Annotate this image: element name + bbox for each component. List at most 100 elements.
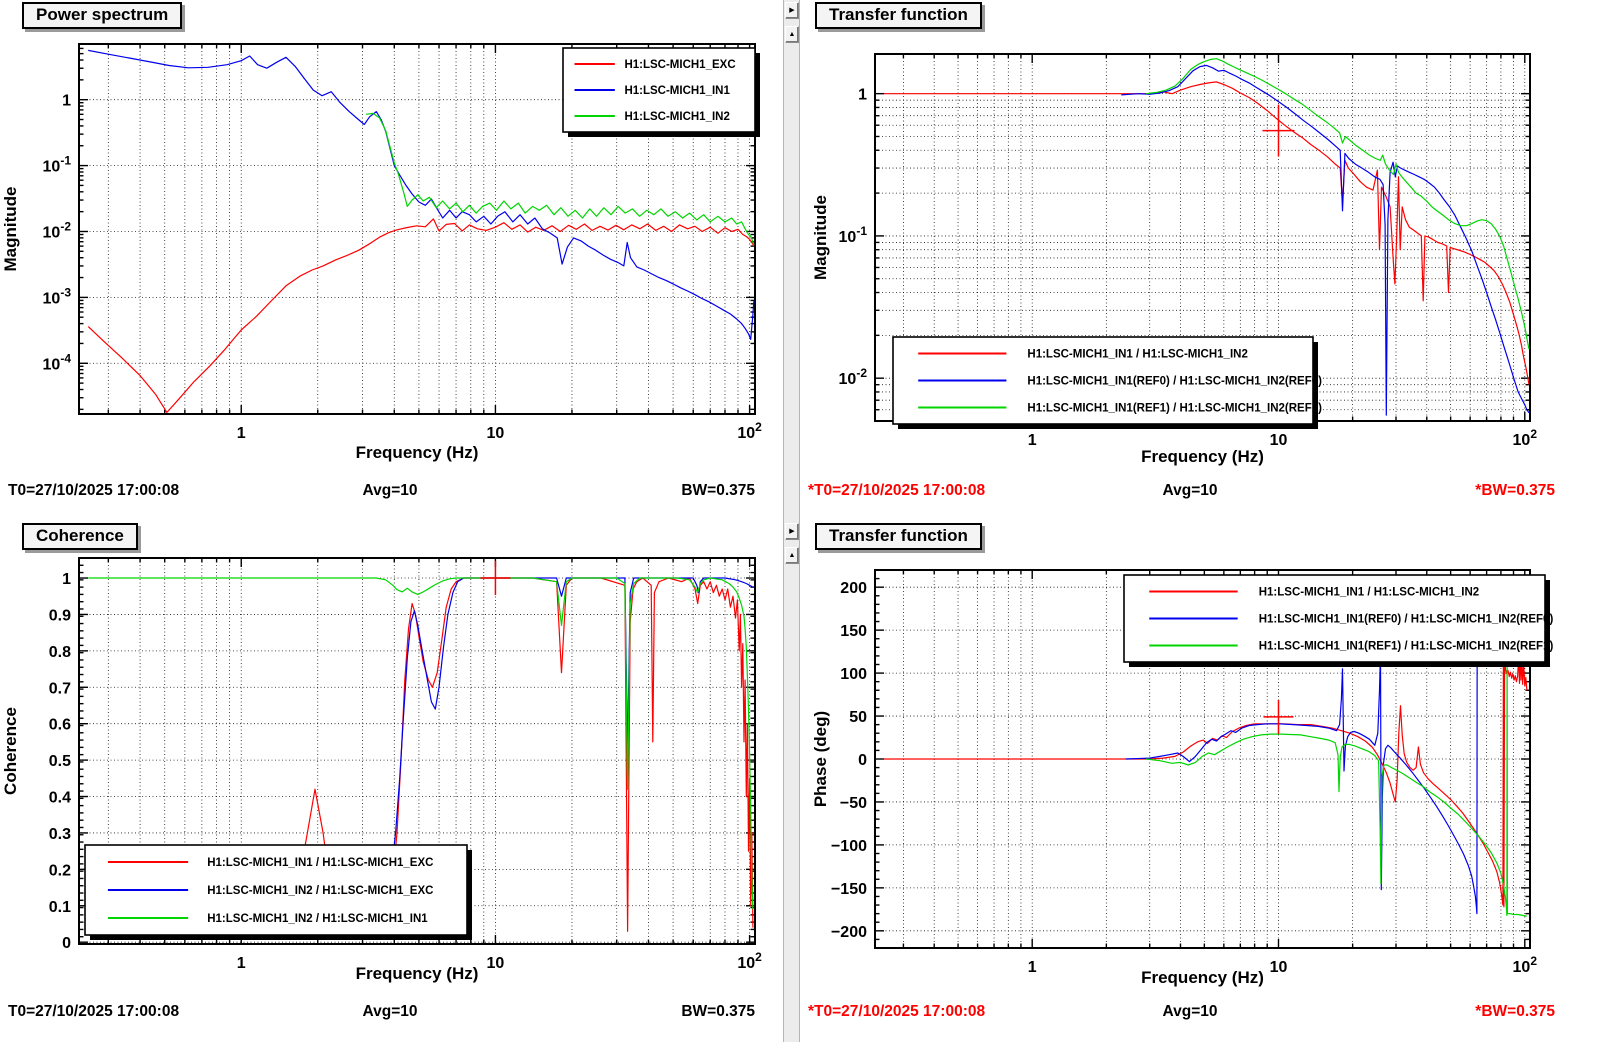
power-spectrum-chart[interactable]: 1 10 102 1 10-1 10-2 10-3 10-4 Frequency (Hz) Mag… [0, 0, 783, 521]
coherence-chart[interactable]: 1 10 102 1 0.9 0.8 0.7 0.6 0.5 0.4 0.3 0.2 0.1 0 Frequ… [0, 521, 783, 1042]
statusbar: T0=27/10/2025 17:00:08 Avg=10 BW=0.375 [0, 480, 783, 502]
bw-label: BW=0.375 [681, 1003, 755, 1020]
tick-label: 200 [840, 580, 867, 597]
series-H1:LSC-MICH1_IN1 / H1:LSC-MICH1_IN2 [883, 81, 1530, 385]
legend-entry-label: H1:LSC-MICH1_IN1 [624, 85, 730, 97]
tick-label: 10-1 [839, 224, 868, 246]
statusbar: T0=27/10/2025 17:00:08 Avg=10 BW=0.375 [0, 1001, 783, 1023]
tick-label: 0.2 [49, 862, 71, 879]
tick-label: −100 [831, 838, 867, 855]
pane-title-coherence: Coherence [22, 523, 138, 550]
y-axis-label: Magnitude [811, 195, 830, 280]
series-H1:LSC-MICH1_IN1(REF0) / H1:LSC-MICH1_IN2(REF0) [1125, 600, 1527, 915]
plot-area: 1 10 102 200 150 100 50 0 −50 −100 −150 −200 Frequen… [811, 569, 1538, 987]
tick-label: 0.1 [49, 899, 71, 916]
t0-label: T0=27/10/2025 17:00:08 [8, 1003, 180, 1020]
tick-label: 10-3 [43, 285, 72, 307]
pane-title-transfer-function-phase: Transfer function [815, 523, 982, 550]
pane-title-label: Coherence [36, 526, 124, 545]
statusbar: *T0=27/10/2025 17:00:08 Avg=10 *BW=0.375 [800, 1001, 1610, 1023]
power-spectrum-pane: Power spectrum 1 10 102 1 10-1 10-2 10-3 10-4 Fr… [0, 0, 783, 521]
tick-label: 10-1 [43, 154, 72, 176]
tick-label: 1 [237, 425, 246, 442]
tick-label: 0.4 [49, 790, 71, 807]
x-axis-label: Frequency (Hz) [1141, 447, 1264, 466]
legend-entry-label: H1:LSC-MICH1_IN1(REF0) / H1:LSC-MICH1_IN… [1259, 614, 1554, 626]
legend-entry-label: H1:LSC-MICH1_IN2 / H1:LSC-MICH1_EXC [207, 885, 433, 897]
tick-label: 10-2 [43, 219, 72, 241]
series-H1:LSC-MICH1_IN2 [366, 112, 755, 246]
tick-label: 1 [858, 87, 867, 104]
tick-label: 100 [840, 666, 867, 683]
legend-box [84, 844, 468, 936]
legend: H1:LSC-MICH1_IN1 / H1:LSC-MICH1_IN2 H1:LS… [1123, 574, 1554, 667]
tick-label: 0.3 [49, 826, 71, 843]
x-axis-label: Frequency (Hz) [356, 443, 479, 462]
pane-title-label: Power spectrum [36, 5, 169, 24]
expand-up-icon[interactable]: ▲ [785, 547, 799, 564]
series-H1:LSC-MICH1_IN1(REF0) / H1:LSC-MICH1_IN2(REF0) [1121, 64, 1530, 416]
tick-label: 10 [487, 425, 505, 442]
series-H1:LSC-MICH1_IN1(REF1) / H1:LSC-MICH1_IN2(REF1) [1146, 58, 1530, 350]
tick-label: 1 [62, 571, 71, 588]
expand-right-icon[interactable]: ▶ [785, 2, 799, 19]
tick-label: 102 [1513, 954, 1538, 976]
transfer-function-phase-pane: Transfer function 1 10 102 200 150 100 50 0 −50 −… [800, 521, 1610, 1042]
tick-label: 10-4 [43, 351, 72, 373]
t0-label: T0=27/10/2025 17:00:08 [8, 482, 180, 499]
tick-label: 10 [1270, 959, 1288, 976]
pane-divider-strip: ▶ ▲ ▶ ▲ [783, 0, 800, 1042]
bw-label: BW=0.375 [681, 482, 755, 499]
series-H1:LSC-MICH1_IN1 [88, 49, 755, 340]
avg-label: Avg=10 [362, 482, 418, 499]
expand-right-icon[interactable]: ▶ [785, 523, 799, 540]
legend-entry-label: H1:LSC-MICH1_IN2 [624, 111, 729, 123]
legend: H1:LSC-MICH1_IN1 / H1:LSC-MICH1_IN2 H1:LS… [892, 336, 1322, 429]
transfer-function-phase-chart[interactable]: 1 10 102 200 150 100 50 0 −50 −100 −150 −200 Frequen… [800, 521, 1610, 1042]
tick-label: 10-2 [839, 366, 868, 388]
tick-label: −200 [831, 924, 867, 941]
tick-label: 1 [1028, 959, 1037, 976]
statusbar: *T0=27/10/2025 17:00:08 Avg=10 *BW=0.375 [800, 480, 1610, 502]
tick-label: 0.6 [49, 717, 71, 734]
expand-up-icon[interactable]: ▲ [785, 26, 799, 43]
tick-label: 0 [858, 752, 867, 769]
pane-title-label: Transfer function [829, 5, 968, 24]
t0-label: *T0=27/10/2025 17:00:08 [808, 1003, 986, 1020]
pane-title-power-spectrum: Power spectrum [22, 2, 183, 29]
pane-title-transfer-function: Transfer function [815, 2, 982, 29]
transfer-function-magnitude-pane: Transfer function 1 10 102 1 10-1 10-2 Frequen… [800, 0, 1610, 521]
legend-entry-label: H1:LSC-MICH1_IN2 / H1:LSC-MICH1_IN1 [207, 913, 428, 925]
x-axis-label: Frequency (Hz) [1141, 968, 1264, 987]
legend-entry-label: H1:LSC-MICH1_IN1(REF0) / H1:LSC-MICH1_IN… [1027, 376, 1322, 388]
t0-label: *T0=27/10/2025 17:00:08 [808, 482, 986, 499]
tick-label: 10 [1270, 432, 1288, 449]
series-H1:LSC-MICH1_IN1 / H1:LSC-MICH1_IN2 [883, 642, 1528, 908]
series-H1:LSC-MICH1_EXC [87, 218, 755, 413]
y-axis-label: Coherence [1, 707, 20, 795]
bw-label: *BW=0.375 [1475, 482, 1555, 499]
tick-label: 102 [737, 420, 762, 442]
legend-entry-label: H1:LSC-MICH1_EXC [624, 59, 735, 71]
tick-label: 1 [1028, 432, 1037, 449]
legend-entry-label: H1:LSC-MICH1_IN1 / H1:LSC-MICH1_IN2 [1027, 349, 1247, 361]
tick-label: 0.9 [49, 607, 71, 624]
series-H1:LSC-MICH1_IN2 / H1:LSC-MICH1_IN1 [88, 577, 754, 910]
pane-title-label: Transfer function [829, 526, 968, 545]
tick-label: 1 [237, 955, 246, 972]
tick-label: −150 [831, 881, 867, 898]
x-axis-label: Frequency (Hz) [356, 964, 479, 983]
tick-label: 50 [849, 709, 867, 726]
y-axis-label: Magnitude [1, 187, 20, 272]
tick-label: 1 [62, 93, 71, 110]
avg-label: Avg=10 [1162, 1003, 1218, 1020]
y-axis-label: Phase (deg) [811, 711, 830, 807]
coherence-pane: Coherence 1 10 102 1 0.9 0.8 0.7 0.6 0.5 0.4 0.3 0.… [0, 521, 783, 1042]
tick-label: 0.8 [49, 644, 71, 661]
tick-label: 10 [487, 955, 505, 972]
avg-label: Avg=10 [1162, 482, 1218, 499]
legend-entry-label: H1:LSC-MICH1_IN1 / H1:LSC-MICH1_IN2 [1259, 587, 1479, 599]
transfer-function-magnitude-chart[interactable]: 1 10 102 1 10-1 10-2 Frequency (Hz) Magnitude H1… [800, 0, 1610, 521]
legend-entry-label: H1:LSC-MICH1_IN1(REF1) / H1:LSC-MICH1_IN… [1027, 403, 1322, 415]
tick-label: 0.7 [49, 680, 71, 697]
